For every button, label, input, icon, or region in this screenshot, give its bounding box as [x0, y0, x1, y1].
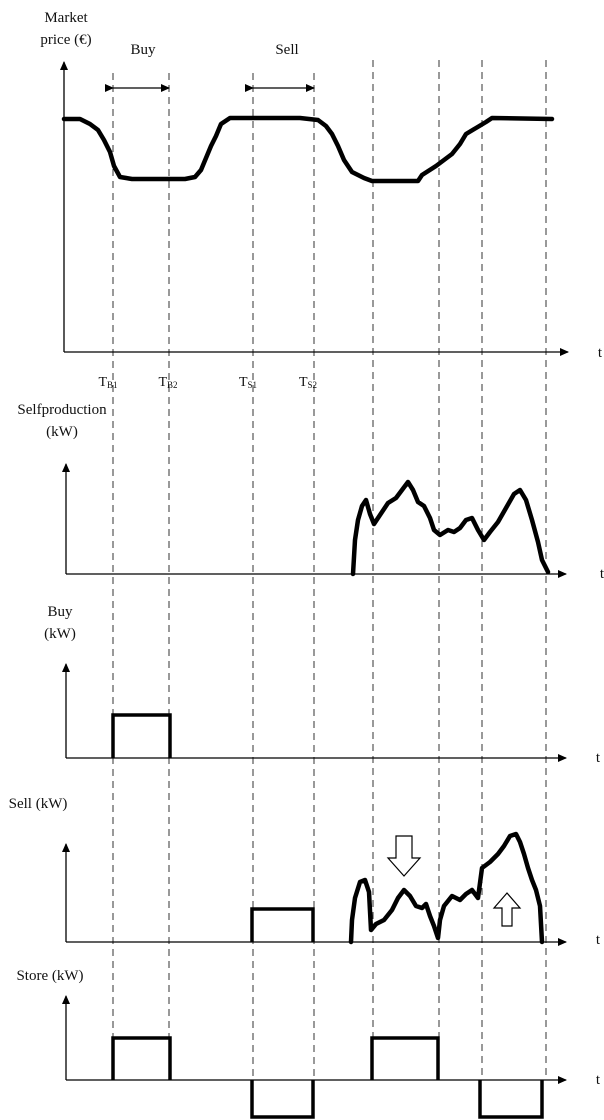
selfproduction-curve: [350, 479, 551, 577]
tick-tb1: TB1: [98, 375, 117, 390]
buy-pulse: [111, 713, 172, 758]
selfproduction-xlabel: t: [600, 566, 604, 582]
sell-panel: Sell (kW) t: [9, 796, 601, 948]
price-xlabel: t: [598, 345, 603, 361]
price-panel: Market price (€) t Buy Sell TB1 TB2 TS1 …: [40, 10, 603, 390]
price-curve: [61, 115, 555, 184]
buy-ylabel-line2: (kW): [44, 626, 76, 642]
sell-curve: [348, 831, 545, 945]
price-ylabel-line2: price (€): [40, 32, 91, 48]
sell-pulse: [250, 907, 315, 942]
store-ylabel: Store (kW): [16, 968, 83, 984]
hollow-up-arrow-icon: [492, 892, 522, 927]
store-xlabel: t: [596, 1072, 601, 1088]
selfproduction-panel: Selfproduction (kW) t: [17, 402, 604, 582]
svg-text:TB2: TB2: [158, 375, 177, 390]
store-charge-pulse-2: [370, 1036, 440, 1080]
sell-ylabel: Sell (kW): [9, 796, 68, 812]
hollow-down-arrow-icon: [386, 835, 422, 877]
store-panel: Store (kW) t: [16, 968, 601, 1119]
tick-ts2: TS2: [299, 375, 317, 390]
store-discharge-pulse-1: [250, 1080, 315, 1119]
guide-lines: [112, 60, 547, 1080]
selfproduction-ylabel-line1: Selfproduction: [17, 402, 107, 418]
store-charge-pulse-1: [111, 1036, 172, 1080]
tick-tb2: TB2: [158, 375, 177, 390]
buy-panel: Buy (kW) t: [44, 604, 601, 766]
sell-xlabel: t: [596, 932, 601, 948]
selfproduction-ylabel-line2: (kW): [46, 424, 78, 440]
buy-ylabel-line1: Buy: [47, 604, 73, 620]
tick-ts1: TS1: [239, 375, 257, 390]
store-discharge-pulse-2: [478, 1080, 544, 1119]
sell-interval-label: Sell: [275, 42, 298, 58]
svg-text:TB1: TB1: [98, 375, 117, 390]
svg-text:TS1: TS1: [239, 375, 257, 390]
price-ylabel-line1: Market: [44, 10, 88, 26]
svg-text:TS2: TS2: [299, 375, 317, 390]
buy-interval-label: Buy: [130, 42, 156, 58]
buy-xlabel: t: [596, 750, 601, 766]
